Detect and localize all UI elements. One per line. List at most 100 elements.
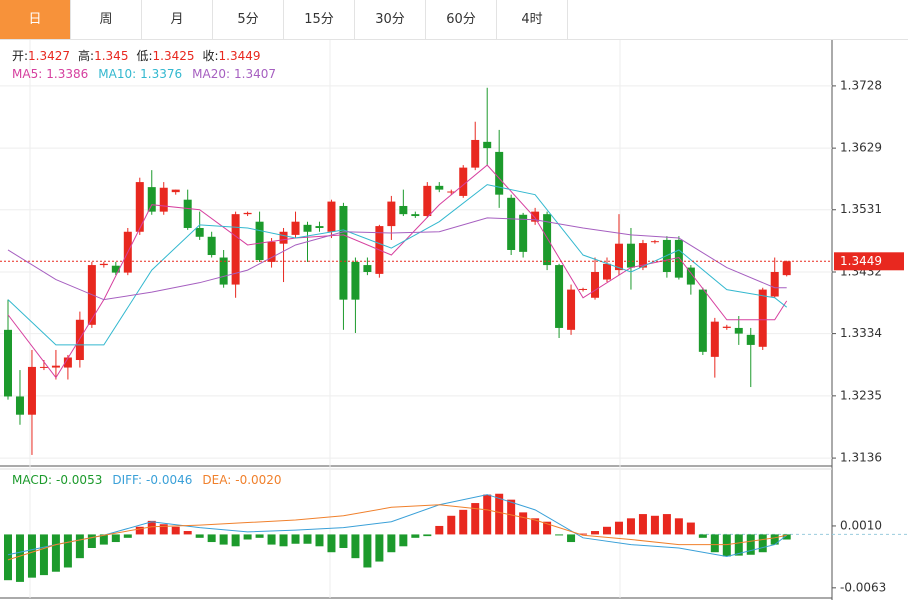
legend-value: -0.0046 [146, 473, 192, 487]
candle-body [495, 151, 504, 195]
macd-bar [231, 534, 240, 547]
header-label: 低: [136, 49, 152, 63]
macd-bar [758, 534, 767, 553]
period-tab[interactable]: 日 [0, 0, 71, 39]
candle-body [327, 201, 336, 232]
macd-bar [543, 521, 552, 535]
macd-bar [770, 534, 779, 545]
candle-body [698, 289, 707, 352]
y-tick-label: -0.0063 [840, 580, 886, 594]
period-tab[interactable]: 60分 [426, 0, 497, 39]
legend-name: MA5: [12, 67, 42, 81]
last-price-label: 1.3449 [840, 254, 882, 268]
macd-bar [782, 534, 791, 540]
macd-bar [579, 533, 588, 535]
macd-bar [471, 503, 480, 535]
candle-body [171, 189, 180, 193]
macd-bar [207, 534, 216, 543]
candle-body [435, 185, 444, 190]
last-price-tag [834, 252, 904, 271]
period-tab[interactable]: 周 [71, 0, 142, 39]
macd-bar [75, 534, 84, 559]
legend-name: MA10: [98, 67, 136, 81]
macd-bar [375, 534, 384, 562]
macd-bar [387, 534, 396, 553]
legend-value: 1.3407 [234, 67, 276, 81]
ohlc-header: 开:1.3427 高:1.345 低:1.3425 收:1.3449 [12, 48, 261, 63]
macd-bar [327, 534, 336, 553]
macd-bar [39, 534, 48, 576]
candle-body [135, 182, 144, 232]
candle-body [507, 197, 516, 250]
candle-body [195, 227, 204, 237]
y-tick-label: 1.3728 [840, 78, 882, 92]
candle-body [686, 267, 695, 285]
header-value: 1.3427 [28, 49, 70, 63]
macd-bar [447, 515, 456, 535]
candle-body [626, 243, 635, 268]
candle-body [782, 261, 791, 276]
header-value: 1.3425 [153, 49, 195, 63]
macd-bar [111, 534, 120, 543]
period-tab[interactable]: 15分 [284, 0, 355, 39]
macd-bar [123, 534, 132, 538]
macd-bar [315, 534, 324, 547]
candle-body [579, 288, 588, 290]
macd-bar [614, 521, 623, 535]
candle-body [746, 334, 755, 345]
candle-body [51, 365, 60, 368]
candle-body [291, 221, 300, 235]
legend-name: DIFF: [112, 473, 142, 487]
candle-body [519, 214, 528, 252]
candle-body [303, 224, 312, 232]
candle-body [614, 243, 623, 271]
candle-body [603, 263, 611, 280]
macd-bar [734, 534, 743, 556]
macd-bar [507, 499, 516, 535]
candle-body [591, 271, 600, 298]
macd-bar [51, 534, 60, 572]
macd-bar [219, 534, 228, 545]
macd-bar [351, 534, 360, 559]
indicator-line [7, 164, 788, 379]
candle-body [638, 243, 647, 268]
candle-body [399, 205, 408, 215]
legend-value: 1.3376 [140, 67, 182, 81]
indicator-line [7, 494, 788, 557]
macd-bar [459, 509, 468, 535]
candle-body [543, 214, 552, 266]
macd-bar [686, 522, 695, 535]
header-value: 1.3449 [219, 49, 261, 63]
indicator-line [7, 217, 787, 301]
candle-body [159, 187, 168, 212]
period-tab[interactable]: 月 [142, 0, 213, 39]
candle-body [243, 212, 252, 215]
macd-bar [159, 524, 168, 535]
period-tab[interactable]: 30分 [355, 0, 426, 39]
candle-body [734, 327, 743, 334]
macd-bar [710, 534, 719, 553]
macd-bar [531, 518, 540, 535]
candle-body [219, 257, 228, 285]
candle-body [63, 357, 72, 368]
candle-body [411, 214, 420, 217]
macd-bar [662, 514, 671, 535]
macd-bar [87, 534, 96, 548]
candle-body [471, 139, 480, 168]
candle-body [15, 396, 24, 415]
candle-body [387, 201, 396, 227]
macd-bar [626, 518, 635, 535]
candle-body [279, 231, 288, 244]
macd-bar [698, 534, 707, 538]
macd-bar [267, 534, 276, 545]
macd-bar [363, 534, 372, 568]
period-tab[interactable]: 5分 [213, 0, 284, 39]
macd-bar [339, 534, 348, 548]
candle-body [423, 185, 432, 217]
macd-bar [171, 526, 180, 535]
macd-bar [603, 526, 611, 535]
macd-bar [291, 534, 300, 544]
period-tab[interactable]: 4时 [497, 0, 568, 39]
